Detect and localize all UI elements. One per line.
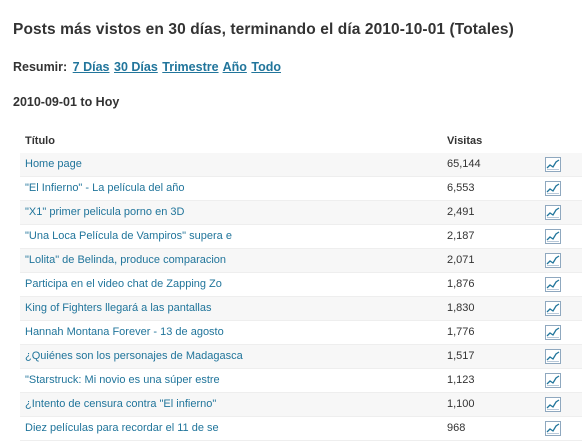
post-views: 6,553 (447, 182, 475, 194)
post-title-link[interactable]: Hannah Montana Forever - 13 de agosto (25, 326, 224, 338)
column-header-title: Título (25, 135, 55, 147)
table-row: Participa en el video chat de Zapping Zo… (20, 273, 582, 297)
table-row: "X1" primer pelicula porno en 3D 2,491 (20, 201, 582, 225)
table-row: "Lolita" de Belinda, produce comparacion… (20, 249, 582, 273)
line-chart-icon[interactable] (545, 349, 561, 364)
post-views: 1,517 (447, 350, 475, 362)
table-row: "Una Loca Película de Vampiros" supera e… (20, 225, 582, 249)
post-views: 1,100 (447, 398, 475, 410)
post-views: 2,491 (447, 206, 475, 218)
post-title-link[interactable]: Home page (25, 158, 82, 170)
post-title-link[interactable]: ¿Intento de censura contra "El infierno" (25, 398, 217, 410)
column-header-views: Visitas (447, 135, 483, 147)
table-body: Home page 65,144 "El Infierno" - La pelícu… (20, 153, 582, 441)
table-row: King of Fighters llegará a las pantallas… (20, 297, 582, 321)
post-title-link[interactable]: "X1" primer pelicula porno en 3D (25, 206, 185, 218)
line-chart-icon[interactable] (545, 397, 561, 412)
table-row: Hannah Montana Forever - 13 de agosto 1,7… (20, 321, 582, 345)
table-header: Título Visitas (20, 129, 582, 153)
table-row: ¿Quiénes son los personajes de Madagasca… (20, 345, 582, 369)
post-views: 2,071 (447, 254, 475, 266)
line-chart-icon[interactable] (545, 301, 561, 316)
line-chart-icon[interactable] (545, 421, 561, 436)
summarize-link-30-days[interactable]: 30 Días (114, 60, 158, 74)
post-title-link[interactable]: "Lolita" de Belinda, produce comparacion (25, 254, 227, 266)
stats-table: Título Visitas Home page 65,144 "El Infier… (20, 129, 582, 441)
summarize-bar: Resumir: 7 Días 30 Días Trimestre Año To… (13, 60, 282, 74)
line-chart-icon[interactable] (545, 325, 561, 340)
post-title-link[interactable]: Diez películas para recordar el 11 de se (25, 422, 219, 434)
page-title: Posts más vistos en 30 días, terminando … (13, 21, 514, 38)
post-views: 65,144 (447, 158, 481, 170)
line-chart-icon[interactable] (545, 205, 561, 220)
post-views: 1,830 (447, 302, 475, 314)
line-chart-icon[interactable] (545, 181, 561, 196)
post-views: 1,123 (447, 374, 475, 386)
line-chart-icon[interactable] (545, 373, 561, 388)
post-title-link[interactable]: "Una Loca Película de Vampiros" supera e (25, 230, 232, 242)
post-title-link[interactable]: "Starstruck: Mi novio es una súper estre (25, 374, 220, 386)
summarize-link-all[interactable]: Todo (251, 60, 281, 74)
post-title-link[interactable]: Participa en el video chat de Zapping Zo (25, 278, 222, 290)
summarize-label: Resumir: (13, 60, 68, 74)
table-row: Diez películas para recordar el 11 de se… (20, 417, 582, 441)
table-row: "El Infierno" - La película del año 6,553 (20, 177, 582, 201)
post-views: 2,187 (447, 230, 475, 242)
line-chart-icon[interactable] (545, 229, 561, 244)
post-title-link[interactable]: King of Fighters llegará a las pantallas (25, 302, 212, 314)
table-row: ¿Intento de censura contra "El infierno"… (20, 393, 582, 417)
table-row: "Starstruck: Mi novio es una súper estre… (20, 369, 582, 393)
date-range: 2010-09-01 to Hoy (13, 95, 120, 109)
line-chart-icon[interactable] (545, 277, 561, 292)
post-title-link[interactable]: ¿Quiénes son los personajes de Madagasca (25, 350, 243, 362)
summarize-link-year[interactable]: Año (222, 60, 247, 74)
line-chart-icon[interactable] (545, 157, 561, 172)
table-row: Home page 65,144 (20, 153, 582, 177)
summarize-link-quarter[interactable]: Trimestre (162, 60, 219, 74)
post-views: 968 (447, 422, 466, 434)
post-title-link[interactable]: "El Infierno" - La película del año (25, 182, 185, 194)
line-chart-icon[interactable] (545, 253, 561, 268)
post-views: 1,776 (447, 326, 475, 338)
post-views: 1,876 (447, 278, 475, 290)
summarize-link-7-days[interactable]: 7 Días (72, 60, 110, 74)
